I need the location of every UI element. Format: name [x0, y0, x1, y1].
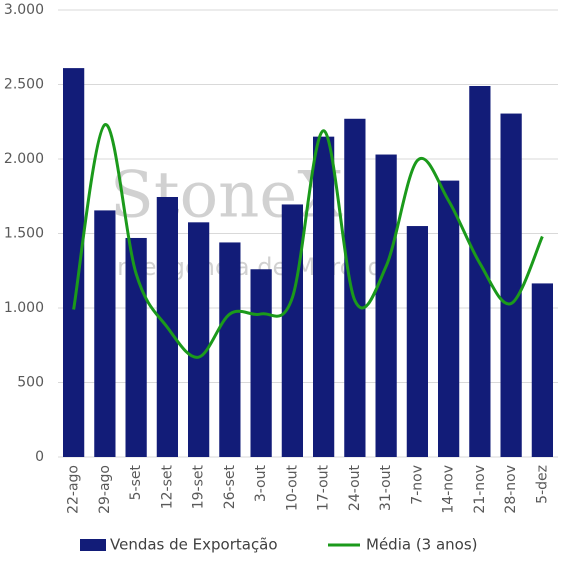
- bar: [500, 113, 522, 458]
- bar: [125, 237, 147, 457]
- y-tick-label: 0: [35, 449, 44, 465]
- bar: [313, 136, 335, 457]
- legend-label: Vendas de Exportação: [110, 536, 278, 554]
- bar: [344, 118, 366, 458]
- y-tick-label: 2.500: [4, 77, 44, 93]
- bar: [469, 85, 491, 458]
- x-tick-label: 28-nov: [503, 465, 519, 514]
- bar: [281, 204, 303, 457]
- x-tick-label: 5-set: [128, 464, 144, 500]
- y-tick-label: 2.000: [4, 151, 44, 167]
- y-tick-label: 3.000: [4, 2, 44, 18]
- bar: [94, 210, 116, 457]
- bar: [219, 242, 241, 457]
- x-tick-label: 5-dez: [534, 465, 550, 504]
- x-tick-label: 31-out: [378, 464, 394, 511]
- bar: [406, 226, 428, 457]
- x-tick-label: 12-set: [159, 464, 175, 509]
- y-tick-label: 500: [17, 375, 44, 391]
- bar: [63, 68, 85, 458]
- x-tick-label: 21-nov: [472, 465, 488, 514]
- x-tick-label: 24-out: [347, 464, 363, 511]
- bar: [531, 283, 553, 457]
- x-tick-label: 22-ago: [66, 465, 82, 514]
- line: [72, 123, 544, 359]
- bar: [188, 222, 210, 457]
- x-tick-label: 10-out: [284, 464, 300, 511]
- bar: [250, 269, 272, 457]
- bar: [375, 154, 397, 457]
- y-tick-label: 1.500: [4, 226, 44, 242]
- bar: [438, 180, 460, 458]
- x-tick-label: 14-nov: [441, 465, 457, 514]
- y-tick-label: 1.000: [4, 300, 44, 316]
- x-tick-label: 7-nov: [409, 465, 425, 505]
- legend-label: Média (3 anos): [366, 536, 478, 554]
- x-tick-label: 19-set: [191, 464, 207, 509]
- x-tick-label: 29-ago: [97, 465, 113, 514]
- x-tick-label: 26-set: [222, 464, 238, 509]
- x-tick-label: 3-out: [253, 464, 269, 502]
- x-tick-label: 17-out: [316, 464, 332, 511]
- legend-swatch: [80, 539, 106, 551]
